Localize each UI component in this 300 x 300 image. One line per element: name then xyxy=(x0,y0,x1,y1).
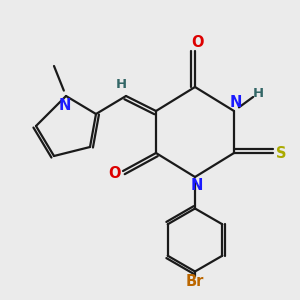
Text: O: O xyxy=(191,35,203,50)
Text: Br: Br xyxy=(186,274,204,289)
Text: H: H xyxy=(116,78,127,91)
Text: O: O xyxy=(108,167,121,182)
Text: N: N xyxy=(58,98,71,112)
Text: S: S xyxy=(276,146,287,160)
Text: N: N xyxy=(229,95,242,110)
Text: H: H xyxy=(252,86,264,100)
Text: N: N xyxy=(190,178,203,193)
